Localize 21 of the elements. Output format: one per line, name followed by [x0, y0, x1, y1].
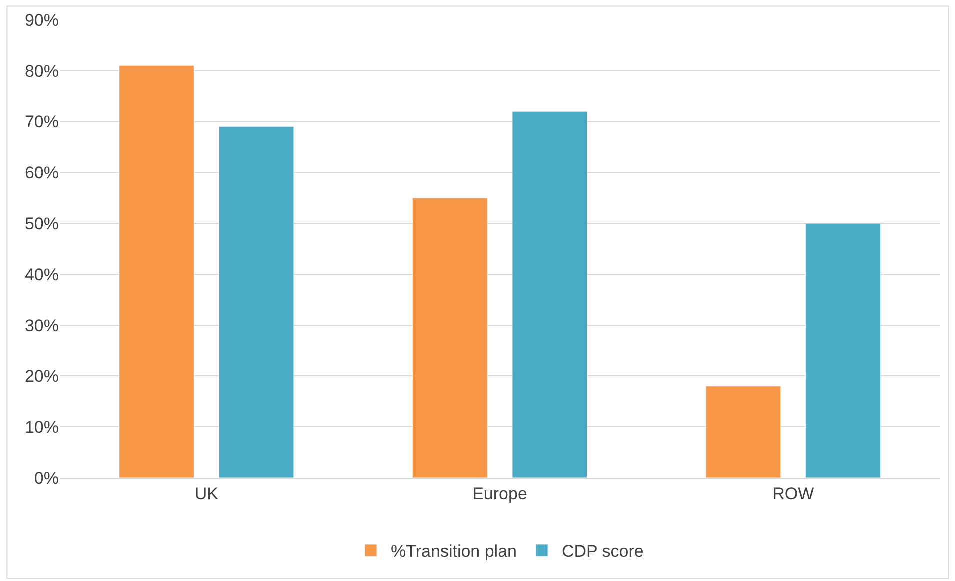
- bar: [512, 111, 588, 478]
- bar: [412, 198, 488, 478]
- x-tick-label: UK: [194, 484, 220, 504]
- y-tick-label: 80%: [24, 62, 59, 81]
- y-tick-label: 0%: [34, 468, 59, 488]
- legend-label: CDP score: [562, 542, 644, 562]
- bar: [706, 386, 782, 478]
- bar: [806, 223, 881, 478]
- y-tick-label: 50%: [24, 214, 59, 234]
- y-tick-label: 10%: [24, 418, 59, 438]
- y-tick-label: 70%: [24, 112, 59, 132]
- legend-label: %Transition plan: [391, 542, 517, 562]
- x-tick-label: Europe: [472, 484, 528, 504]
- y-tick-label: 90%: [24, 10, 59, 30]
- bar: [119, 66, 194, 478]
- y-tick-label: 20%: [24, 367, 59, 386]
- x-tick-label: ROW: [772, 484, 814, 504]
- bar: [218, 126, 294, 478]
- y-tick-label: 30%: [24, 316, 59, 336]
- y-tick-label: 40%: [24, 265, 59, 284]
- y-tick-label: 60%: [24, 164, 59, 183]
